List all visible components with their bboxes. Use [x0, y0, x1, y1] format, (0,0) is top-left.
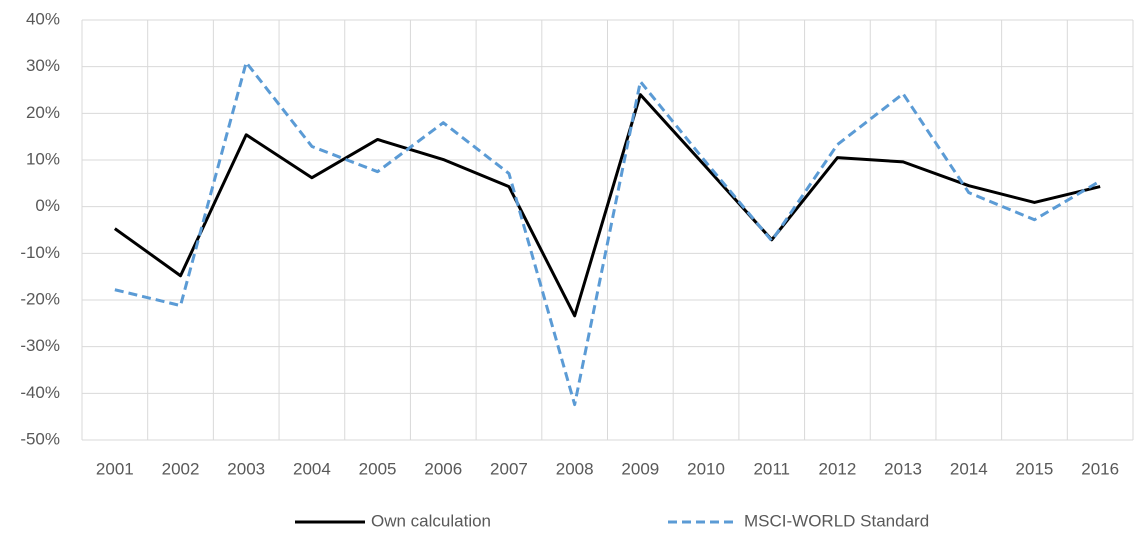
x-tick-label: 2014	[950, 459, 988, 478]
x-tick-label: 2006	[424, 459, 462, 478]
x-tick-label: 2011	[753, 459, 790, 478]
series-line	[114, 60, 1101, 407]
x-tick-label: 2015	[1016, 459, 1054, 478]
y-tick-label: -50%	[20, 429, 60, 448]
x-tick-label: 2008	[556, 459, 594, 478]
x-tick-label: 2013	[884, 459, 922, 478]
series-line	[113, 93, 1101, 318]
y-tick-label: -10%	[20, 243, 60, 262]
y-tick-label: -40%	[20, 383, 60, 402]
y-tick-label: 0%	[35, 196, 60, 215]
x-tick-label: 2016	[1081, 459, 1119, 478]
x-tick-label: 2012	[818, 459, 856, 478]
y-tick-label: 10%	[26, 149, 60, 168]
x-tick-label: 2003	[227, 459, 265, 478]
y-tick-label: 20%	[26, 103, 60, 122]
y-tick-label: -30%	[20, 336, 60, 355]
y-tick-label: 30%	[26, 56, 60, 75]
x-tick-label: 2007	[490, 459, 528, 478]
legend-label: MSCI-WORLD Standard	[744, 511, 929, 530]
x-tick-label: 2009	[621, 459, 659, 478]
x-tick-label: 2004	[293, 459, 331, 478]
y-tick-label: 40%	[26, 9, 60, 28]
legend-label: Own calculation	[371, 511, 491, 530]
x-tick-label: 2005	[359, 459, 397, 478]
x-tick-label: 2001	[96, 459, 134, 478]
x-tick-label: 2002	[162, 459, 200, 478]
y-tick-label: -20%	[20, 289, 60, 308]
x-tick-label: 2010	[687, 459, 725, 478]
